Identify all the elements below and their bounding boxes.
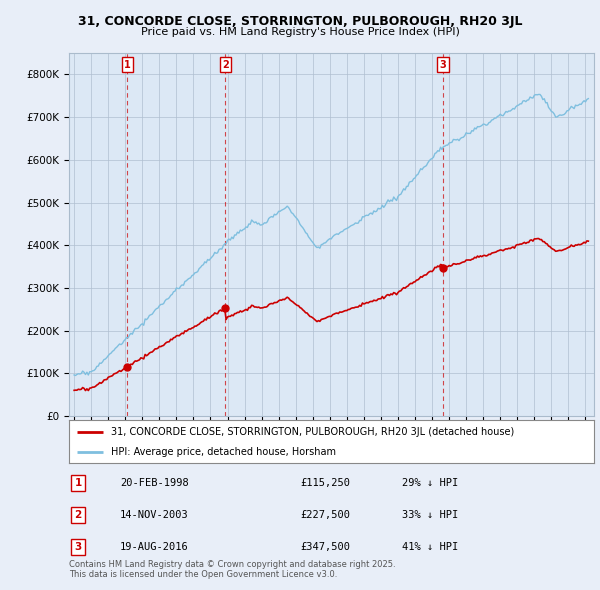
Text: 1: 1 [124, 60, 131, 70]
Text: 14-NOV-2003: 14-NOV-2003 [120, 510, 189, 520]
Text: 3: 3 [74, 542, 82, 552]
Text: £115,250: £115,250 [300, 478, 350, 488]
Text: 3: 3 [439, 60, 446, 70]
Text: 29% ↓ HPI: 29% ↓ HPI [402, 478, 458, 488]
Text: Price paid vs. HM Land Registry's House Price Index (HPI): Price paid vs. HM Land Registry's House … [140, 27, 460, 37]
Text: 31, CONCORDE CLOSE, STORRINGTON, PULBOROUGH, RH20 3JL: 31, CONCORDE CLOSE, STORRINGTON, PULBORO… [78, 15, 522, 28]
Text: Contains HM Land Registry data © Crown copyright and database right 2025.
This d: Contains HM Land Registry data © Crown c… [69, 560, 395, 579]
Text: £347,500: £347,500 [300, 542, 350, 552]
Text: 2: 2 [74, 510, 82, 520]
Text: 1: 1 [74, 478, 82, 488]
Text: 31, CONCORDE CLOSE, STORRINGTON, PULBOROUGH, RH20 3JL (detached house): 31, CONCORDE CLOSE, STORRINGTON, PULBORO… [111, 427, 514, 437]
Text: 41% ↓ HPI: 41% ↓ HPI [402, 542, 458, 552]
Text: HPI: Average price, detached house, Horsham: HPI: Average price, detached house, Hors… [111, 447, 336, 457]
Text: 2: 2 [222, 60, 229, 70]
Text: 19-AUG-2016: 19-AUG-2016 [120, 542, 189, 552]
Text: 20-FEB-1998: 20-FEB-1998 [120, 478, 189, 488]
Text: 33% ↓ HPI: 33% ↓ HPI [402, 510, 458, 520]
Text: £227,500: £227,500 [300, 510, 350, 520]
